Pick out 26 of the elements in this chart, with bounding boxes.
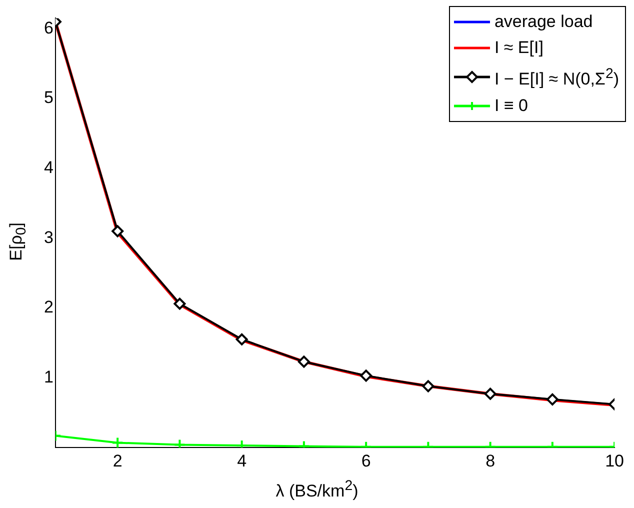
legend-label: I ≈ E[I] [494,37,544,59]
point [174,438,186,448]
point [546,393,558,406]
x-tick-label: 4 [237,451,247,470]
point [112,436,124,448]
y-tick-label: 4 [44,158,54,178]
x-axis-title: λ (BS/km$^{2}$) [274,478,360,502]
point [112,225,124,238]
x-tick-label: 10 [605,451,624,470]
y-tick-label: 2 [44,298,54,317]
y-tick-label: 3 [44,228,54,247]
point [484,388,496,400]
y-tick-label: 5 [44,88,54,108]
point [360,370,372,382]
legend-label: average load [494,11,593,33]
point [236,333,248,346]
y-tick-label: 6 [44,18,54,38]
point [174,298,186,310]
x-tick-label: 8 [486,451,496,470]
y-tick-label: 1 [44,367,54,386]
legend-label: I ≡ 0 [494,94,528,117]
point [422,380,434,392]
x-tick-label: 2 [112,451,122,470]
point [298,356,310,368]
legend-label: I − E[I] ≈ N(0,Σ$^{2}$) [494,65,619,91]
x-tick-label: 6 [361,451,371,470]
